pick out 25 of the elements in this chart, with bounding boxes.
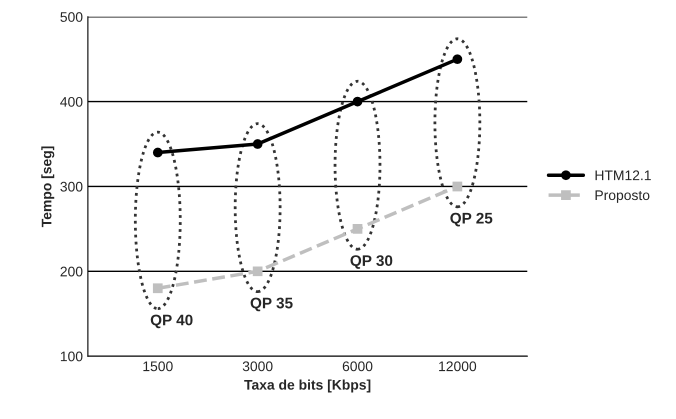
x-tick-label: 3000 (242, 361, 273, 372)
annotation: QP 35 (250, 298, 293, 312)
y-tick-label: 300 (60, 182, 82, 192)
y-tick-label: 500 (60, 12, 82, 22)
y-tick-label: 200 (60, 266, 82, 276)
annotation: QP 30 (350, 255, 392, 269)
annotation: QP 25 (450, 212, 492, 226)
x-tick-label: 1500 (143, 361, 173, 372)
point (352, 224, 362, 234)
point (252, 139, 263, 149)
annotation: QP 40 (150, 314, 193, 328)
y-tick-label: 100 (60, 351, 82, 362)
point (252, 266, 263, 276)
point (452, 182, 462, 192)
y-axis-title: Tempo [seg] (41, 146, 54, 228)
point (152, 283, 163, 294)
x-axis-title: Taxa de bits [Kbps] (244, 380, 370, 392)
point (152, 148, 163, 158)
x-tick-label: 12000 (439, 361, 476, 372)
legend-label: Proposto (596, 190, 650, 203)
x-tick-label: 6000 (342, 361, 372, 372)
point (452, 54, 462, 64)
y-tick-label: 400 (60, 96, 82, 107)
point (352, 96, 362, 106)
legend-label: HTM12.1 (596, 170, 651, 180)
